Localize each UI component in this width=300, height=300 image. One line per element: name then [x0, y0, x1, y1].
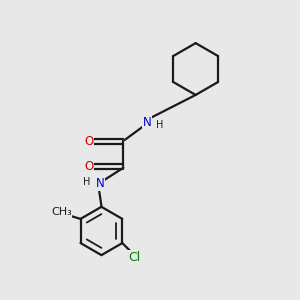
Text: Cl: Cl [128, 251, 140, 264]
Text: CH₃: CH₃ [51, 207, 72, 217]
Text: N: N [96, 177, 104, 190]
Text: H: H [156, 120, 163, 130]
Text: O: O [84, 160, 93, 173]
Text: O: O [84, 135, 93, 148]
Text: H: H [83, 176, 91, 187]
Text: N: N [143, 116, 152, 128]
